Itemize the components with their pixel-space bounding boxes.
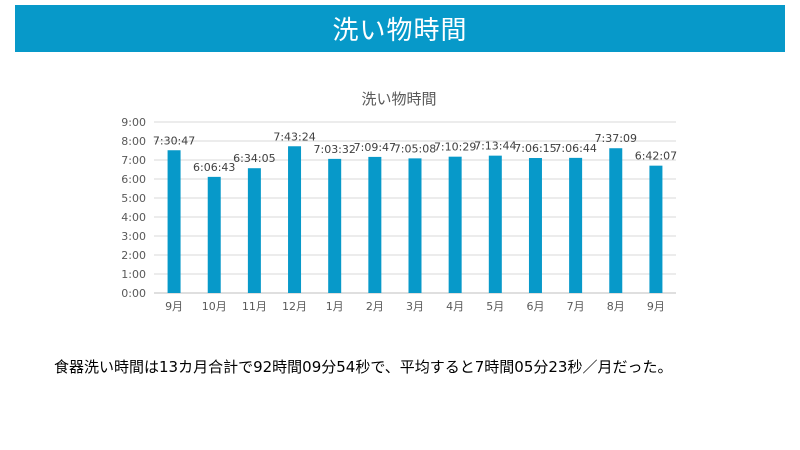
bar bbox=[408, 158, 422, 293]
y-tick-label: 8:00 bbox=[121, 135, 146, 148]
x-tick-label: 8月 bbox=[607, 300, 625, 313]
bar bbox=[368, 156, 382, 293]
bar bbox=[207, 176, 221, 293]
data-label: 7:09:47 bbox=[354, 141, 396, 154]
x-tick-label: 4月 bbox=[446, 300, 464, 313]
chart-title: 洗い物時間 bbox=[361, 90, 436, 108]
bar bbox=[649, 165, 663, 293]
bar bbox=[167, 150, 181, 293]
x-tick-label: 6月 bbox=[526, 300, 544, 313]
x-tick-label: 12月 bbox=[282, 300, 307, 313]
data-label: 6:06:43 bbox=[193, 161, 235, 174]
summary-text: 食器洗い時間は13カ月合計で92時間09分54秒で、平均すると7時間05分23秒… bbox=[54, 358, 673, 376]
data-label: 7:43:24 bbox=[273, 130, 315, 143]
slide-title: 洗い物時間 bbox=[332, 16, 468, 46]
data-label: 6:34:05 bbox=[233, 152, 275, 165]
y-tick-label: 3:00 bbox=[121, 230, 146, 243]
bar bbox=[328, 158, 342, 293]
bar bbox=[609, 148, 623, 293]
data-label: 7:30:47 bbox=[153, 134, 195, 147]
data-label: 7:03:32 bbox=[313, 143, 355, 156]
y-tick-label: 4:00 bbox=[121, 211, 146, 224]
bar bbox=[247, 168, 261, 293]
x-tick-label: 3月 bbox=[406, 300, 424, 313]
bar-chart: 洗い物時間 0:00 1:00 2:00 3:00 4:00 5:00 6:00 7:00 8:… bbox=[121, 90, 677, 313]
y-tick-label: 2:00 bbox=[121, 249, 146, 262]
x-tick-label: 5月 bbox=[486, 300, 504, 313]
y-tick-label: 0:00 bbox=[121, 287, 146, 300]
x-tick-label: 9月 bbox=[165, 300, 183, 313]
y-tick-label: 9:00 bbox=[121, 116, 146, 129]
slide-title-banner: 洗い物時間 bbox=[15, 5, 785, 52]
bar bbox=[488, 155, 502, 293]
bar bbox=[288, 146, 302, 293]
data-label: 7:06:15 bbox=[514, 142, 556, 155]
bar bbox=[448, 156, 462, 293]
x-tick-label: 7月 bbox=[567, 300, 585, 313]
x-tick-label: 9月 bbox=[647, 300, 665, 313]
y-tick-label: 5:00 bbox=[121, 192, 146, 205]
x-tick-label: 11月 bbox=[242, 300, 267, 313]
y-tick-label: 7:00 bbox=[121, 154, 146, 167]
bar bbox=[528, 158, 542, 293]
x-tick-label: 2月 bbox=[366, 300, 384, 313]
bar bbox=[569, 157, 583, 293]
data-label: 7:05:08 bbox=[394, 142, 436, 155]
x-tick-label: 1月 bbox=[326, 300, 344, 313]
data-label: 7:37:09 bbox=[595, 132, 637, 145]
data-label: 7:13:44 bbox=[474, 140, 516, 153]
y-tick-label: 1:00 bbox=[121, 268, 146, 281]
data-label: 7:06:44 bbox=[554, 142, 596, 155]
data-label: 7:10:29 bbox=[434, 141, 476, 154]
data-label: 6:42:07 bbox=[635, 150, 677, 163]
y-tick-label: 6:00 bbox=[121, 173, 146, 186]
x-tick-label: 10月 bbox=[202, 300, 227, 313]
